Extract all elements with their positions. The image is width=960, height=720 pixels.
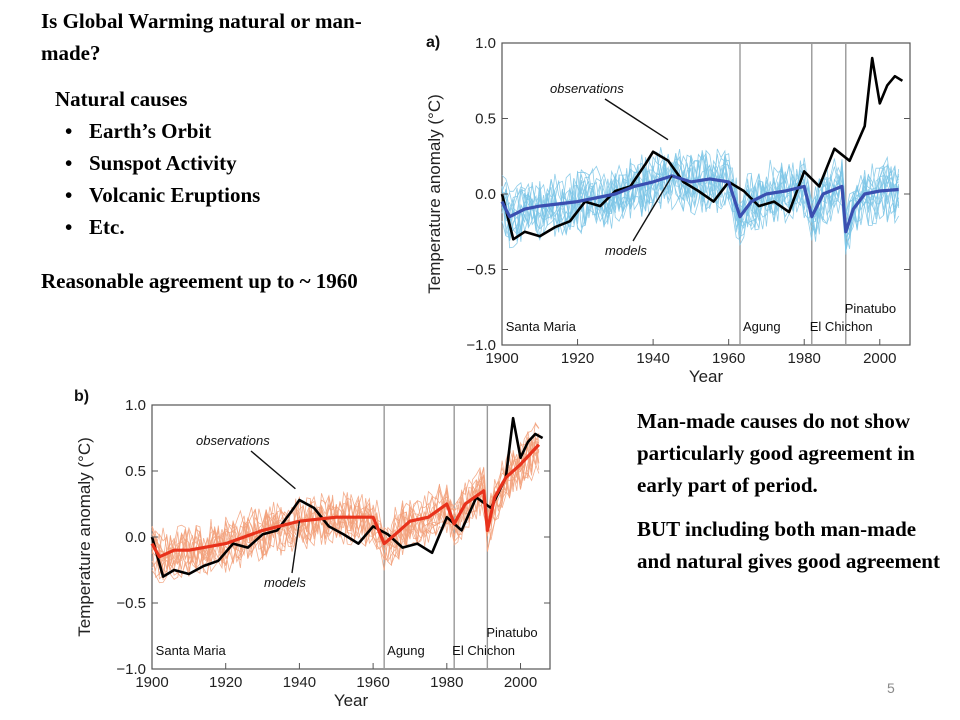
- volcano-label: Pinatubo: [486, 625, 537, 640]
- y-tick-label: 1.0: [475, 35, 496, 52]
- ensemble-run-line: [151, 423, 540, 565]
- x-tick-label: 1940: [636, 350, 669, 367]
- y-tick-label: 0.5: [475, 111, 496, 128]
- x-tick-label: 2000: [504, 674, 537, 691]
- left-text-block: Is Global Warming natural or man-made? N…: [41, 5, 371, 297]
- man-made-paragraph: Man-made causes do not show particularly…: [637, 409, 915, 497]
- observations-annotation: observations: [550, 81, 624, 96]
- volcano-label: Santa Maria: [156, 643, 227, 658]
- ensemble-run-line: [501, 148, 900, 227]
- list-item: Earth’s Orbit: [65, 115, 371, 147]
- ensemble-run-line: [151, 440, 540, 579]
- volcano-label: El Chichon: [452, 643, 515, 658]
- y-tick-label: −1.0: [466, 337, 496, 354]
- panel-label: b): [74, 388, 89, 405]
- right-text-block: Man-made causes do not show particularly…: [637, 405, 942, 577]
- x-tick-label: 1960: [712, 350, 745, 367]
- page-number: 5: [887, 680, 895, 696]
- volcano-label: Agung: [743, 319, 781, 334]
- natural-causes-heading: Natural causes: [55, 87, 188, 111]
- y-axis-label: Temperature anomaly (°C): [425, 94, 444, 294]
- x-tick-label: 1940: [283, 674, 316, 691]
- models-annotation: models: [264, 575, 306, 590]
- x-tick-label: 2000: [863, 350, 896, 367]
- observations-line: [500, 56, 904, 241]
- volcano-label: El Chichon: [810, 319, 873, 334]
- slide-title: Is Global Warming natural or man-made?: [41, 9, 362, 65]
- y-tick-label: 0.0: [475, 186, 496, 203]
- y-tick-label: −0.5: [466, 262, 496, 279]
- natural-causes-list: Earth’s Orbit Sunspot Activity Volcanic …: [55, 115, 371, 243]
- x-tick-label: 1920: [209, 674, 242, 691]
- models-arrow: [632, 175, 673, 242]
- models-annotation: models: [605, 243, 647, 258]
- y-tick-label: 0.0: [125, 529, 146, 546]
- x-tick-label: 1960: [356, 674, 389, 691]
- ensemble-run-line: [151, 437, 540, 576]
- y-tick-label: −0.5: [116, 595, 146, 612]
- volcano-label: Pinatubo: [845, 301, 896, 316]
- ensemble-run-line: [151, 421, 540, 567]
- agreement-note: Reasonable agreement up to ~ 1960: [41, 269, 358, 293]
- y-tick-label: 1.0: [125, 397, 146, 414]
- x-axis-label: Year: [334, 691, 369, 710]
- models-mean-line: [500, 174, 899, 234]
- models-mean-line: [150, 443, 541, 559]
- x-tick-label: 1900: [135, 674, 168, 691]
- combined-paragraph: BUT including both man-made and natural …: [637, 517, 940, 573]
- list-item: Sunspot Activity: [65, 147, 371, 179]
- y-tick-label: 0.5: [125, 463, 146, 480]
- panel-label: a): [426, 34, 440, 51]
- observations-arrow: [604, 98, 669, 141]
- observations-annotation: observations: [196, 433, 270, 448]
- ensemble-run-line: [501, 162, 900, 241]
- ensemble-run-line: [151, 437, 540, 576]
- x-axis-label: Year: [689, 367, 724, 386]
- observations-arrow: [250, 450, 296, 490]
- x-tick-label: 1920: [561, 350, 594, 367]
- volcano-label: Santa Maria: [506, 319, 577, 334]
- volcano-label: Agung: [387, 643, 425, 658]
- x-tick-label: 1980: [788, 350, 821, 367]
- x-tick-label: 1980: [430, 674, 463, 691]
- natural-causes-section: Natural causes Earth’s Orbit Sunspot Act…: [55, 83, 371, 243]
- list-item: Etc.: [65, 211, 371, 243]
- y-axis-label: Temperature anomaly (°C): [75, 437, 94, 637]
- models-arrow: [291, 521, 301, 574]
- list-item: Volcanic Eruptions: [65, 179, 371, 211]
- x-tick-label: 1900: [485, 350, 518, 367]
- y-tick-label: −1.0: [116, 661, 146, 678]
